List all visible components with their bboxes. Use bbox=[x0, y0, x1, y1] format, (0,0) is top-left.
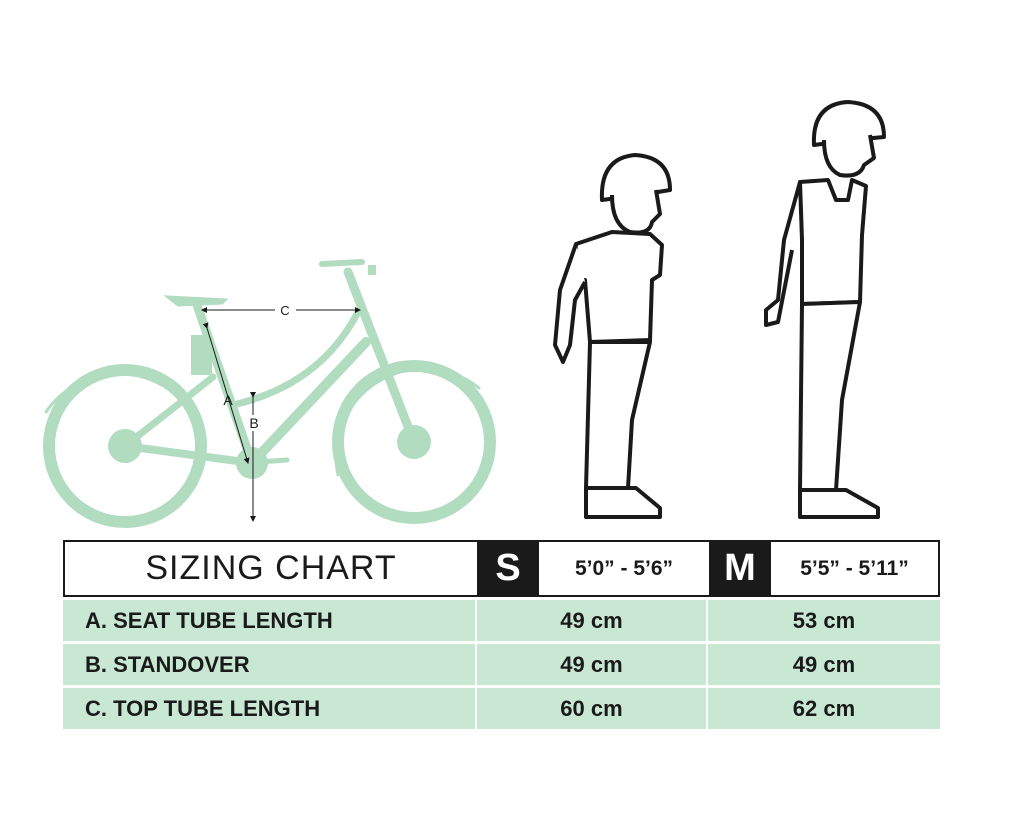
table-header: SIZING CHART S 5’0” - 5’6” M 5’5” - 5’11… bbox=[63, 540, 940, 597]
rear-wheel bbox=[43, 364, 207, 528]
label-a: A bbox=[223, 392, 233, 408]
row-label: B. STANDOVER bbox=[63, 644, 475, 685]
seat bbox=[163, 295, 229, 307]
table-row: C. TOP TUBE LENGTH 60 cm 62 cm bbox=[63, 688, 940, 729]
value-m: 53 cm bbox=[708, 600, 940, 641]
height-range-m: 5’5” - 5’11” bbox=[800, 556, 909, 580]
value-s: 60 cm bbox=[477, 688, 706, 729]
head-tube bbox=[343, 267, 419, 447]
rear-fender bbox=[44, 372, 207, 447]
row-label: A. SEAT TUBE LENGTH bbox=[63, 600, 475, 641]
bike-and-riders-illustration: C A B bbox=[43, 100, 886, 528]
table-row: A. SEAT TUBE LENGTH 49 cm 53 cm bbox=[63, 600, 940, 641]
value-m: 49 cm bbox=[708, 644, 940, 685]
down-tube bbox=[247, 337, 371, 468]
row-label: C. TOP TUBE LENGTH bbox=[63, 688, 475, 729]
rider-medium bbox=[764, 100, 886, 519]
value-s: 49 cm bbox=[477, 644, 706, 685]
dimension-a bbox=[202, 322, 250, 464]
rider-small bbox=[553, 153, 672, 519]
size-badge-s: S bbox=[477, 542, 539, 595]
label-b: B bbox=[249, 415, 258, 431]
bike-illustration bbox=[43, 259, 496, 528]
front-fender bbox=[334, 367, 481, 477]
table-row: B. STANDOVER 49 cm 49 cm bbox=[63, 644, 940, 685]
label-c: C bbox=[280, 303, 289, 318]
table-title: SIZING CHART bbox=[145, 549, 397, 587]
value-m: 62 cm bbox=[708, 688, 940, 729]
height-range-s: 5’0” - 5’6” bbox=[574, 556, 674, 580]
value-s: 49 cm bbox=[477, 600, 706, 641]
size-badge-m: M bbox=[709, 542, 771, 595]
battery bbox=[191, 335, 212, 375]
sizing-table: SIZING CHART S 5’0” - 5’6” M 5’5” - 5’11… bbox=[63, 540, 940, 729]
top-tube bbox=[229, 308, 362, 409]
